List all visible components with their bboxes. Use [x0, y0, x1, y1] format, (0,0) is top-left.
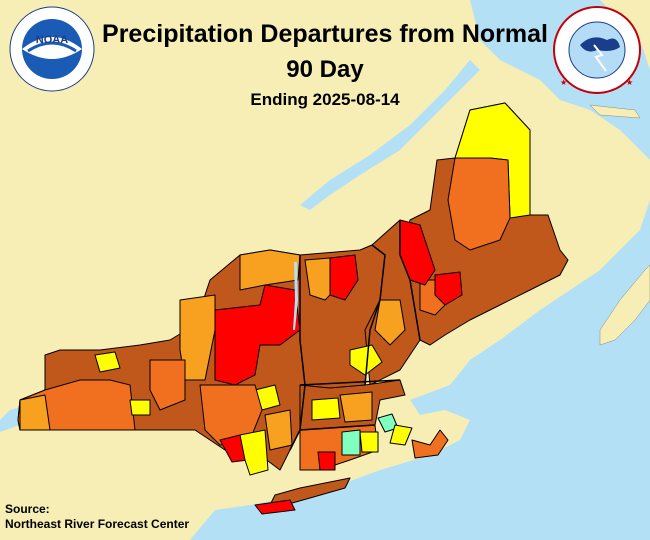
region-ny-central-orange-2: [149, 359, 186, 411]
border-ma-north: [299, 379, 401, 386]
region-me-red: [434, 271, 463, 306]
region-cape: [411, 429, 449, 459]
region-ny-central-orange: [179, 294, 216, 381]
lake-champlain-overlay: [293, 262, 298, 330]
region-adirondack-red: [214, 284, 301, 386]
source-label: Source:: [5, 502, 50, 516]
region-ny-west-orange-2: [19, 394, 51, 431]
source-credit: Source: Northeast River Forecast Center: [5, 502, 189, 532]
noaa-logo-icon: NOAA: [9, 6, 95, 92]
county-regions: [17, 102, 569, 515]
region-li-red: [254, 499, 296, 515]
svg-text:★: ★: [560, 78, 567, 87]
region-ny-yellow-1: [94, 351, 121, 373]
st-lawrence-river: [300, 60, 480, 210]
region-hudson-orange: [264, 409, 293, 451]
region-ma-orange: [339, 391, 373, 423]
state-borders: [289, 220, 421, 451]
nws-logo-icon: ★ ★: [553, 6, 641, 94]
border-nh-me: [399, 220, 421, 341]
region-ct-red: [317, 451, 336, 471]
region-ny-orange-east: [239, 249, 301, 291]
region-ct-cyan: [341, 429, 361, 456]
anticosti-island: [589, 104, 641, 119]
svg-text:★: ★: [626, 78, 633, 87]
atlantic-ocean: [190, 200, 650, 540]
region-ct-yellow: [359, 431, 379, 453]
border-ma-south: [299, 424, 376, 431]
noaa-center-text: NOAA: [36, 34, 68, 46]
map-ending-date: Ending 2025-08-14: [250, 90, 400, 109]
region-ny-yellow-se: [239, 429, 269, 476]
map-period: 90 Day: [286, 56, 364, 83]
map-title: Precipitation Departures from Normal: [102, 20, 548, 48]
nova-scotia: [599, 264, 650, 346]
region-nh-orange: [374, 299, 406, 346]
region-maine-orange-1: [447, 157, 511, 251]
source-name: Northeast River Forecast Center: [5, 517, 190, 531]
region-ny-yellow-2: [129, 399, 151, 416]
region-cape-yellow: [389, 424, 413, 446]
border-vt-nh: [364, 244, 386, 386]
region-ma-yellow: [311, 397, 341, 421]
region-vt-red: [329, 254, 359, 301]
